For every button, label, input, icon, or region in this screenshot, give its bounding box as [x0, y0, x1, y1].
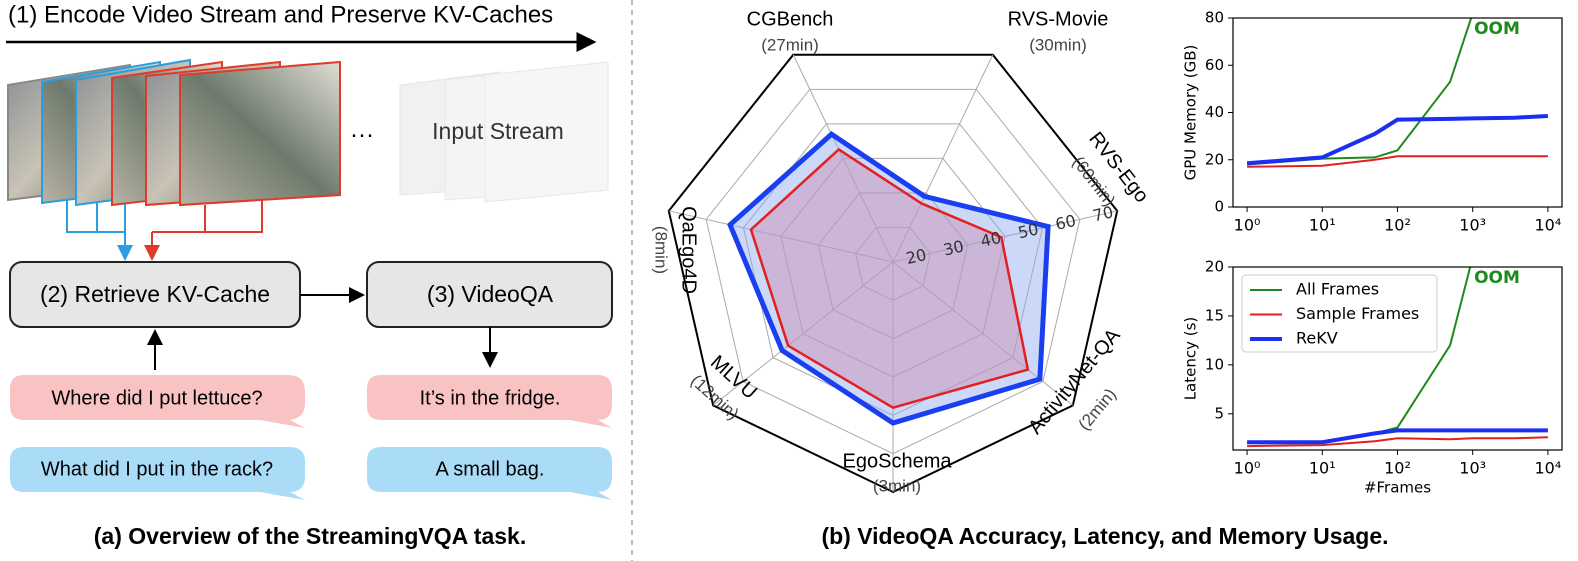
grid-ring [705, 88, 1081, 455]
spoke [668, 210, 894, 263]
r-tick-label: 60 [1054, 211, 1078, 234]
x-tick-label: 10³ [1459, 216, 1486, 235]
annotation: OOM [1474, 19, 1520, 39]
plot-lines [1247, 267, 1548, 448]
answer-bubble [367, 447, 612, 500]
axis-label: EgoSchema [843, 450, 953, 472]
faded-frames [399, 61, 609, 203]
y-tick-label: 40 [1205, 103, 1224, 121]
question-bubble [10, 447, 305, 500]
axis-note: (3min) [873, 476, 921, 495]
question-bubble [10, 375, 305, 428]
x-axis-label: #Frames [1364, 479, 1431, 497]
grid-ring [855, 226, 931, 301]
x-tick-label: 10¹ [1309, 216, 1336, 235]
spoke [892, 54, 994, 263]
grid-ring [780, 157, 1006, 378]
spoke [892, 210, 1118, 263]
plot-frame [1232, 17, 1563, 208]
series-line [1247, 436, 1548, 448]
r-tick-label: 30 [941, 236, 965, 259]
spoke [892, 261, 1074, 406]
axis-note: (8min) [652, 226, 671, 274]
retrieval-arrows [66, 200, 263, 261]
answer-text: A small bag. [436, 458, 545, 480]
axis-label: RVS-Movie [1008, 8, 1109, 30]
x-tick-label: 10¹ [1309, 459, 1336, 478]
radar-area [749, 147, 1030, 410]
series-line [1247, 155, 1548, 168]
legend-box [1241, 274, 1438, 353]
axis-label: CGBench [747, 8, 834, 30]
x-tick-label: 10³ [1459, 459, 1486, 478]
grid-ring [817, 192, 969, 340]
step1-title: (1) Encode Video Stream and Preserve KV-… [8, 1, 553, 28]
axis-label: QaEgo4D [678, 206, 700, 294]
plot-frame [1232, 266, 1563, 451]
input-stream-label: Input Stream [432, 118, 564, 144]
x-tick-label: 10² [1384, 459, 1411, 478]
ellipsis: ··· [350, 121, 374, 148]
overview-panel: (1) Encode Video Stream and Preserve KV-… [6, 1, 613, 549]
r-tick-label: 40 [979, 228, 1003, 251]
caption: (b) VideoQA Accuracy, Latency, and Memor… [821, 523, 1388, 549]
annotation: OOM [1474, 268, 1520, 288]
axis-note: (30min) [1029, 35, 1087, 54]
y-axis-label: Latency (s) [1182, 317, 1200, 401]
caption: (a) Overview of the StreamingVQA task. [94, 523, 526, 549]
spoke [712, 261, 894, 406]
y-tick-label: 5 [1214, 404, 1224, 422]
r-tick-label: 50 [1016, 219, 1040, 242]
question-text: Where did I put lettuce? [51, 387, 262, 409]
question-text: What did I put in the rack? [41, 458, 273, 480]
series-line [1246, 114, 1549, 166]
y-axis-label: GPU Memory (GB) [1182, 45, 1200, 181]
y-tick-label: 20 [1205, 258, 1224, 276]
axis-note: (2min) [1074, 385, 1120, 434]
r-tick-label: 20 [904, 245, 928, 268]
y-tick-label: 10 [1205, 355, 1224, 373]
legend-label: All Frames [1296, 280, 1379, 299]
plot-lines [1246, 18, 1549, 168]
retrieve-label: (2) Retrieve KV-Cache [40, 281, 270, 307]
y-tick-label: 60 [1205, 56, 1224, 74]
answer-text: It’s in the fridge. [420, 387, 561, 409]
r-tick-label: 70 [1091, 202, 1115, 225]
spoke [792, 54, 894, 263]
x-tick-label: 10⁴ [1535, 459, 1562, 478]
axis-note: (27min) [761, 35, 819, 54]
legend-label: ReKV [1296, 329, 1338, 348]
series-line [1247, 428, 1548, 445]
y-tick-label: 0 [1214, 198, 1224, 216]
answer-bubble [367, 375, 612, 428]
x-tick-label: 10² [1384, 216, 1411, 235]
y-tick-label: 80 [1205, 9, 1224, 27]
y-tick-label: 15 [1205, 306, 1224, 324]
x-tick-label: 10⁰ [1234, 216, 1261, 235]
x-tick-label: 10⁴ [1535, 216, 1562, 235]
videoqa-label: (3) VideoQA [427, 281, 554, 307]
x-tick-label: 10⁰ [1234, 459, 1261, 478]
video-frames [7, 58, 341, 207]
radar-area [727, 131, 1051, 426]
legend-label: Sample Frames [1296, 304, 1419, 323]
y-tick-label: 20 [1205, 150, 1224, 168]
outer-ring [667, 53, 1119, 494]
